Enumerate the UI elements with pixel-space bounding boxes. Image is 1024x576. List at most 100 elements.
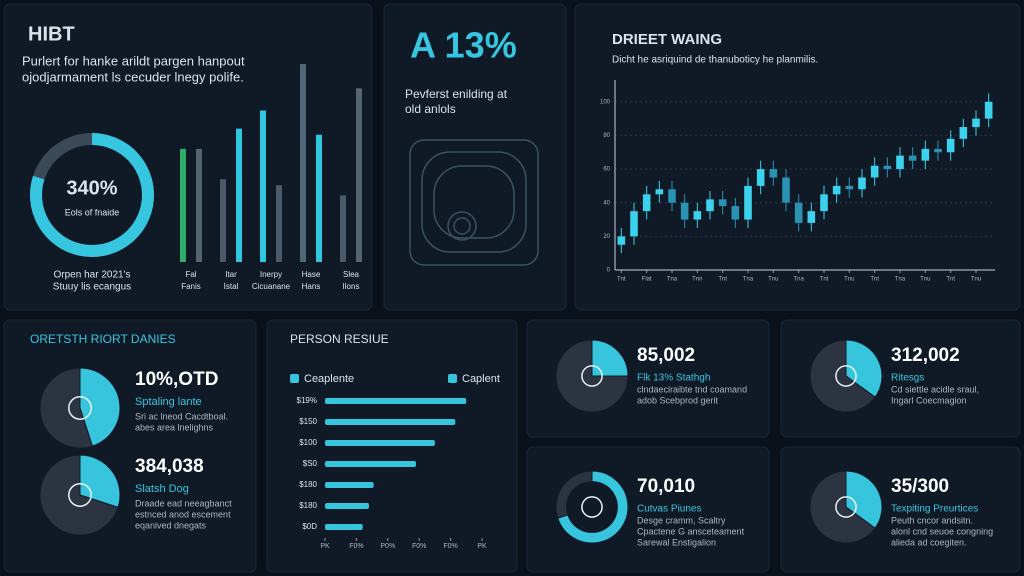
column-bar — [356, 88, 362, 262]
column-bar — [300, 64, 306, 262]
x-tick-label: Inerpy — [260, 270, 282, 279]
candle-body — [807, 211, 816, 223]
candle-body — [883, 165, 892, 170]
candle-body — [769, 169, 778, 178]
x-tick-label: F0% — [349, 543, 363, 550]
hbar — [325, 503, 369, 509]
panel — [574, 3, 1021, 311]
candle-body — [731, 206, 740, 220]
column-bar — [180, 148, 186, 262]
x-tick-label: Tna — [667, 277, 678, 283]
candle-body — [706, 199, 714, 212]
y-tick-label: 0 — [607, 268, 611, 274]
x-tick-label: Tna — [793, 277, 804, 283]
x-tick-label: Tnu — [844, 277, 854, 283]
y-tick-label: 80 — [603, 133, 610, 139]
pie-icon — [835, 496, 857, 518]
pie-icon — [835, 365, 857, 387]
card-desc: adob Scebprod gerit — [637, 395, 719, 405]
candle-body — [693, 211, 702, 220]
panel — [383, 3, 567, 311]
kpi-icon — [409, 139, 539, 266]
x-tick-label: Tnt — [870, 277, 879, 283]
candle-body — [896, 155, 904, 170]
candle-body — [630, 211, 638, 237]
candle-body — [845, 185, 854, 190]
card-value: 35/300 — [891, 476, 949, 497]
y-tick-label: $S0 — [303, 459, 318, 468]
card-desc: alieda ad coegiten. — [891, 537, 967, 547]
x-tick-label: Tnu — [768, 277, 778, 283]
x-tick-label: P0% — [380, 543, 395, 550]
candle-body — [959, 127, 968, 139]
gauge-caption: Eols of fnaide — [65, 207, 120, 217]
chart-subtitle: Dicht he asriquind de thanuboticy he pla… — [612, 55, 818, 66]
card-desc: Peuth cncor andsitn. — [891, 515, 973, 525]
card-desc: clndaeciraibte tnd coamand — [637, 384, 747, 394]
card-value: 312,002 — [891, 345, 960, 366]
y-tick-label: $100 — [299, 438, 317, 447]
candle-body — [782, 177, 790, 203]
legend-label: Ceaplente — [304, 373, 354, 385]
x-tick-label: Tnu — [920, 277, 930, 283]
card-desc: Ingarl Coecmagion — [891, 395, 967, 405]
panel — [3, 319, 257, 573]
card-desc: Sarewal Enstigalion — [637, 537, 716, 547]
x-tick-label: Tna — [743, 277, 754, 283]
hbar — [325, 440, 435, 446]
candle-body — [744, 185, 752, 220]
candle-body — [718, 199, 727, 207]
x-tick-label: Istal — [224, 282, 239, 291]
candle-body — [794, 202, 803, 223]
pie-slice — [79, 367, 121, 447]
gauge-arc — [30, 133, 154, 257]
candle-body — [858, 177, 866, 190]
x-tick-label: Slea — [343, 270, 360, 279]
x-tick-label: Tna — [895, 277, 906, 283]
y-tick-label: $150 — [299, 417, 317, 426]
column-bar — [196, 148, 202, 262]
x-tick-label: Tnt — [718, 277, 727, 283]
item-value: 384,038 — [135, 456, 204, 477]
card-value: 70,010 — [637, 476, 695, 497]
card-value: 85,002 — [637, 345, 695, 366]
x-tick-label: F0% — [412, 543, 426, 550]
column-bar — [316, 134, 322, 262]
pie-slice — [39, 454, 119, 536]
candle-body — [934, 148, 942, 153]
candle-body — [820, 194, 828, 212]
x-tick-label: Hans — [302, 282, 321, 291]
x-tick-label: Ilons — [343, 282, 360, 291]
hbar — [325, 482, 374, 488]
panel-title: PERSON RESIUE — [290, 332, 389, 346]
candle-body — [642, 194, 651, 212]
hbar — [325, 524, 363, 530]
column-bar — [260, 110, 266, 262]
candle-body — [680, 202, 689, 220]
hbar — [325, 461, 417, 467]
candle-body — [655, 189, 664, 195]
candle-body — [946, 138, 955, 153]
x-tick-label: Tnn — [692, 277, 702, 283]
card-desc: Desge cramm, Scaltry — [637, 515, 726, 525]
y-tick-label: 60 — [603, 167, 610, 173]
y-tick-label: $180 — [299, 501, 317, 510]
x-tick-label: PK — [477, 543, 487, 550]
x-tick-label: Itar — [225, 270, 237, 279]
item-desc: eqanived dnegats — [135, 520, 207, 530]
candle-body — [972, 118, 980, 128]
x-tick-label: Tnu — [971, 277, 981, 283]
card-desc: Cd siettle acidle sraul, — [891, 384, 979, 394]
hbar — [325, 398, 467, 404]
item-desc: abes area lnelighns — [135, 422, 214, 432]
candle-body — [668, 189, 676, 203]
item-desc: Sri ac lneod Cacdtboal. — [135, 411, 228, 421]
candle-body — [984, 101, 993, 119]
pie-slice — [809, 470, 876, 544]
candle-body — [756, 169, 765, 186]
pie-slice — [591, 339, 629, 377]
candle-body — [921, 148, 930, 161]
card-label: Texpiting Preurtices — [891, 504, 978, 515]
item-value: 10%,OTD — [135, 369, 218, 390]
